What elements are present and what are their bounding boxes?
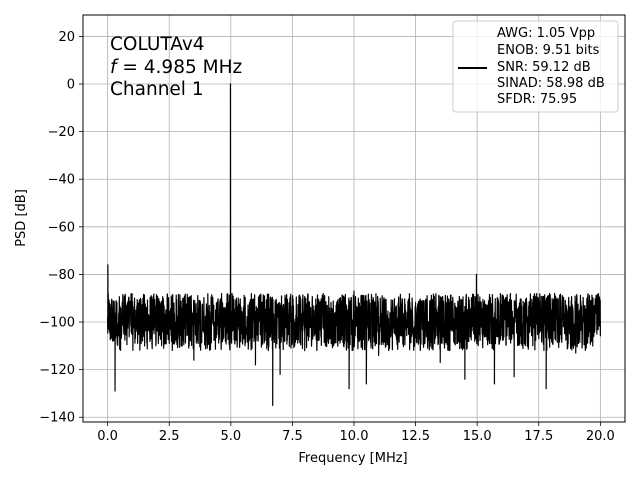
x-tick-label: 17.5 [524, 429, 553, 444]
ticks-layer: 0.0 2.5 5.0 7.5 10.0 12.5 15.0 17.5 20.0 20 0 −20 −4… [39, 30, 615, 444]
legend-entry-enob: ENOB: 9.51 bits [497, 43, 600, 58]
y-tick-label: −100 [39, 316, 75, 331]
y-tick-label: 20 [58, 30, 75, 45]
x-tick-label: 12.5 [401, 429, 430, 444]
legend: AWG: 1.05 Vpp ENOB: 9.51 bits SNR: 59.12… [452, 20, 619, 113]
legend-entry-awg: AWG: 1.05 Vpp [497, 26, 595, 41]
y-tick-label: −80 [48, 268, 75, 283]
y-tick-label: −40 [48, 173, 75, 188]
y-tick-label: 0 [67, 78, 75, 93]
legend-box [452, 20, 619, 113]
x-tick-label: 2.5 [159, 429, 180, 444]
annotation-line-channel: Channel 1 [110, 79, 204, 100]
x-tick-label: 7.5 [282, 429, 303, 444]
x-tick-label: 20.0 [586, 429, 615, 444]
y-tick-label: −120 [39, 363, 75, 378]
annotation-line-frequency: f = 4.985 MHz [110, 57, 242, 78]
annotation-frequency-symbol: f [110, 57, 119, 78]
legend-entry-snr: SNR: 59.12 dB [497, 60, 591, 75]
annotation-text: COLUTAv4 f = 4.985 MHz Channel 1 [110, 34, 242, 100]
x-tick-label: 15.0 [463, 429, 492, 444]
x-tick-label: 5.0 [220, 429, 241, 444]
y-tick-label: −140 [39, 411, 75, 426]
legend-entry-sinad: SINAD: 58.98 dB [497, 76, 605, 91]
legend-entry-sfdr: SFDR: 75.95 [497, 92, 577, 107]
y-tick-label: −20 [48, 125, 75, 140]
psd-series-line [107, 83, 601, 406]
series-layer [107, 83, 601, 406]
grid-layer [83, 15, 625, 422]
annotation-frequency-value: = 4.985 MHz [117, 57, 243, 78]
x-axis-label: Frequency [MHz] [298, 451, 407, 466]
y-axis-label: PSD [dB] [14, 189, 29, 247]
y-tick-label: −60 [48, 220, 75, 235]
x-tick-label: 0.0 [97, 429, 118, 444]
plot-frame [82, 14, 626, 423]
x-tick-label: 10.0 [340, 429, 369, 444]
annotation-line-device: COLUTAv4 [110, 34, 205, 55]
